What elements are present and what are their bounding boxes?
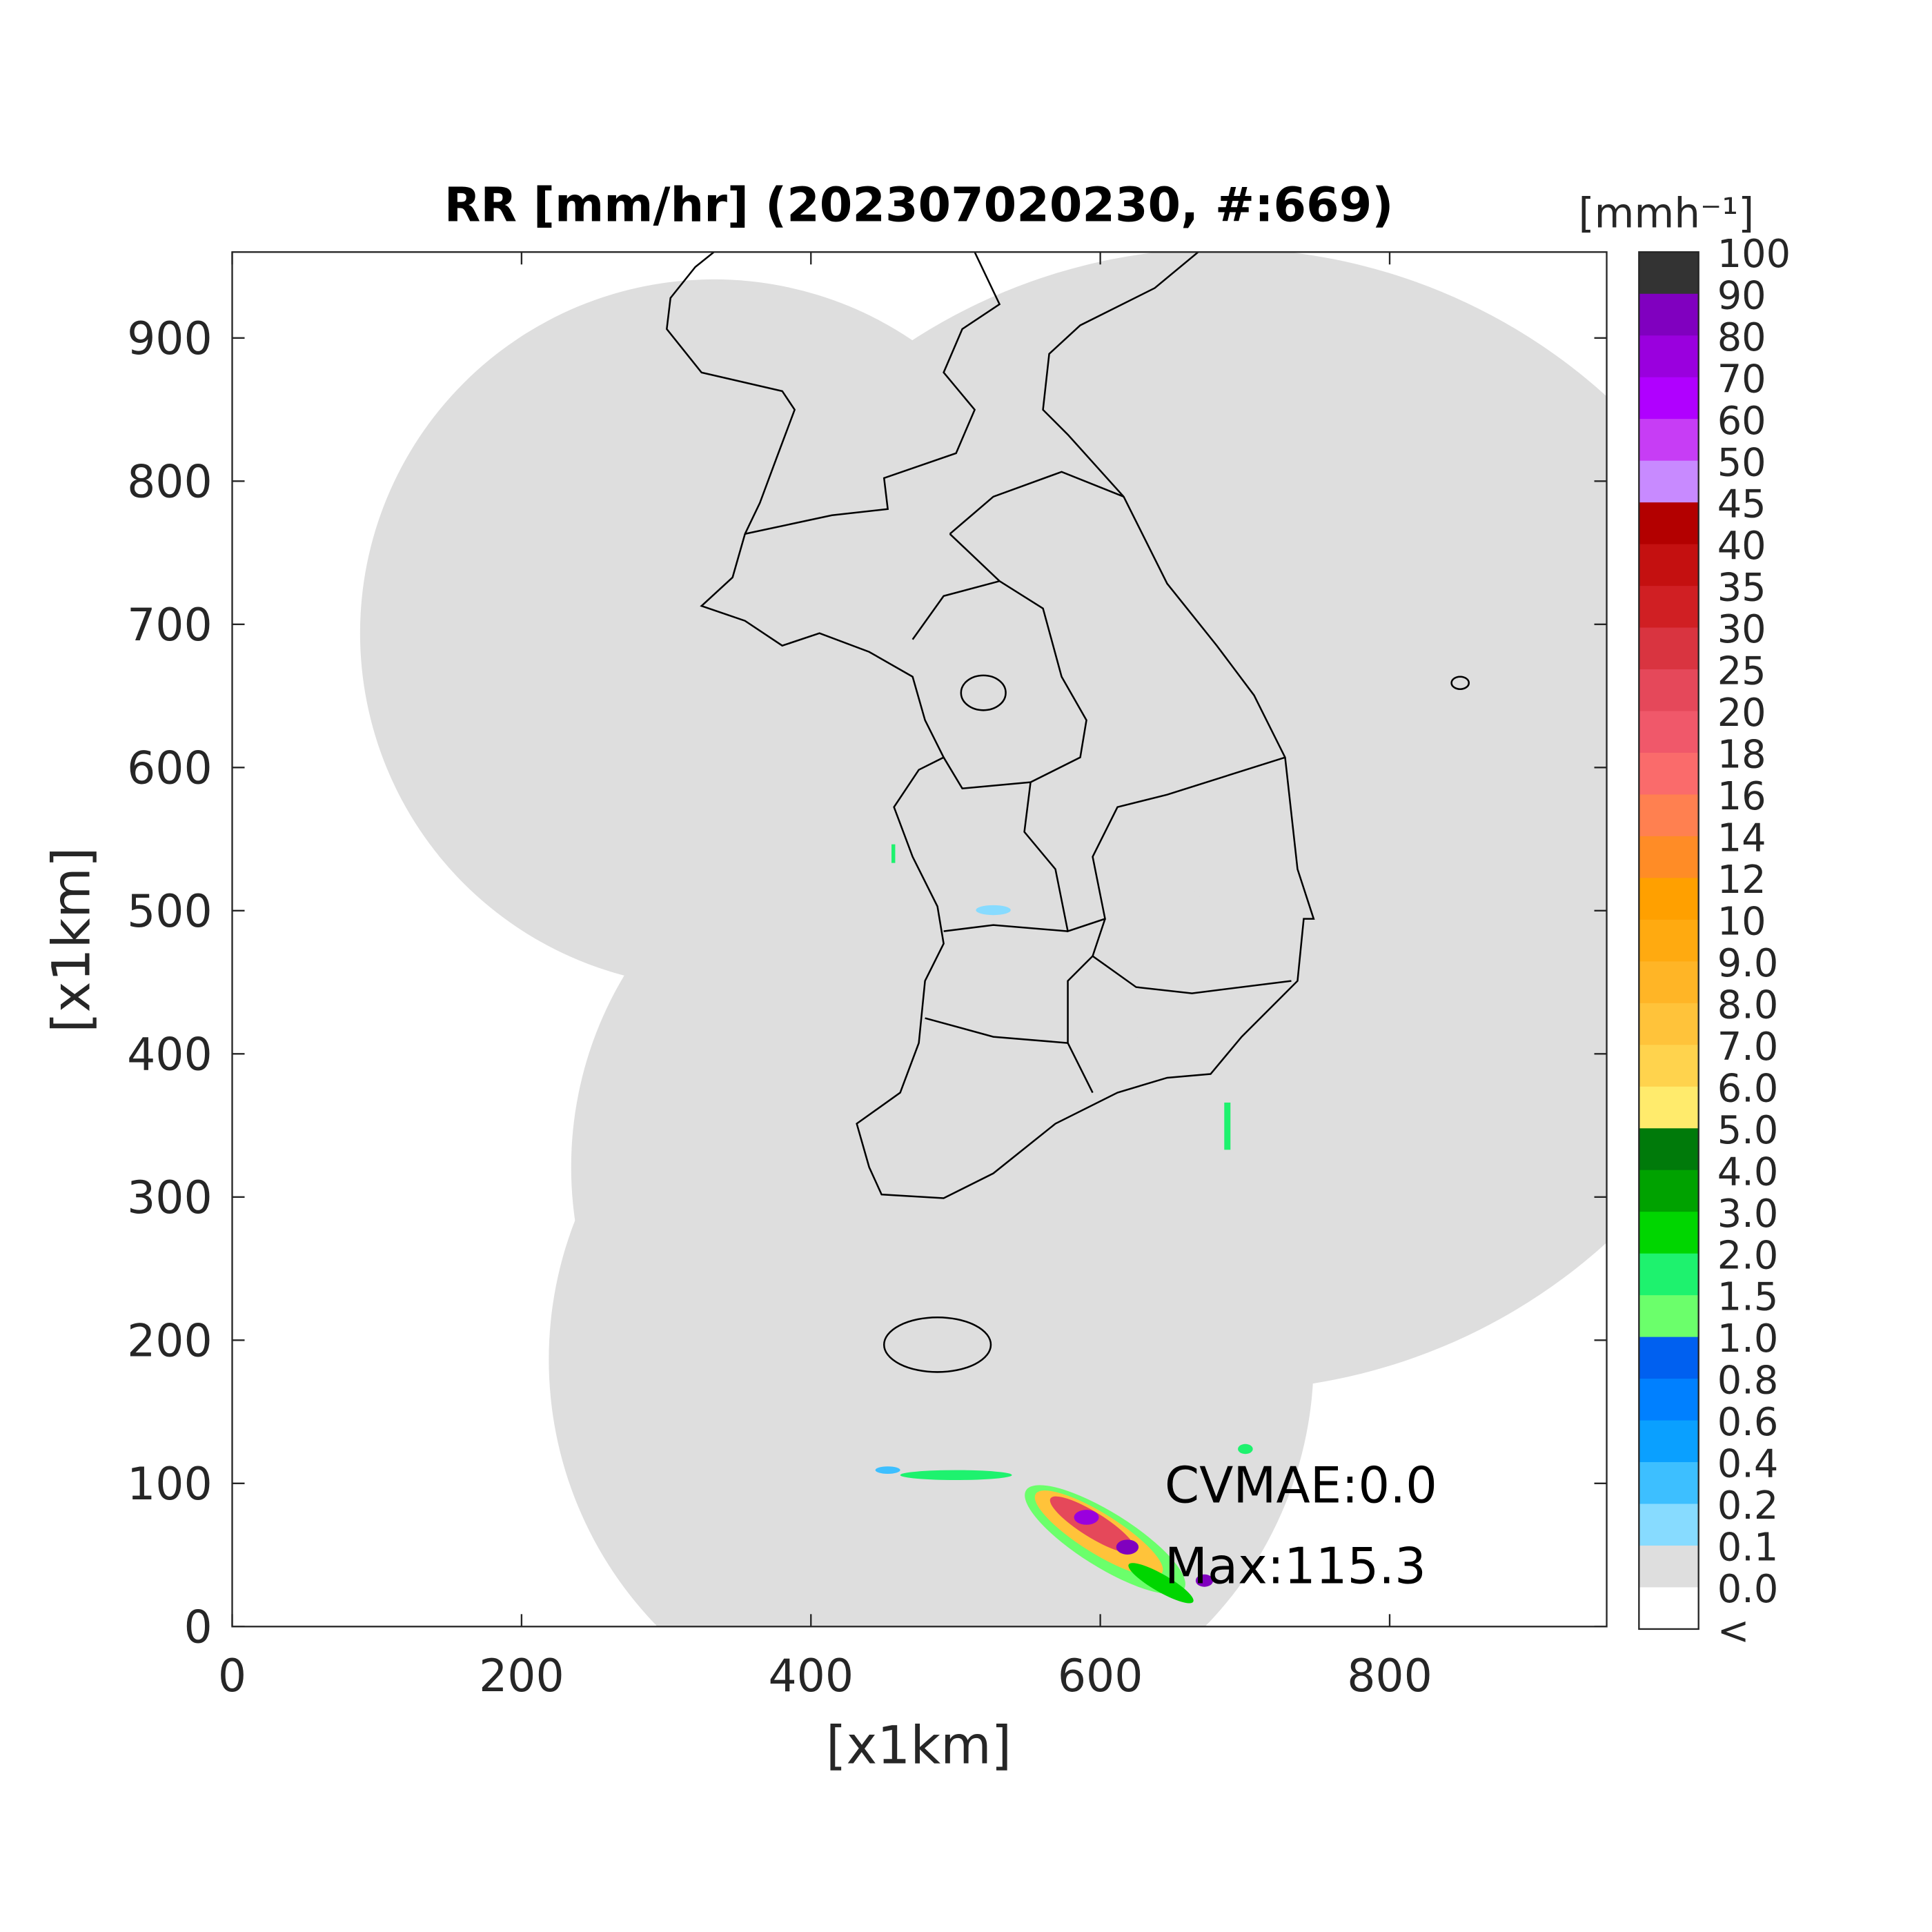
colorbar-segment <box>1639 1545 1699 1588</box>
colorbar-tick-label: 8.0 <box>1717 983 1779 1027</box>
x-tick-label: 400 <box>768 1650 854 1702</box>
y-tick-label: 700 <box>127 600 213 651</box>
y-tick-label: 100 <box>127 1459 213 1510</box>
colorbar-under-label: < <box>1717 1609 1750 1654</box>
y-tick-label: 800 <box>127 457 213 509</box>
colorbar-tick-label: 20 <box>1717 691 1766 736</box>
colorbar-tick-label: 18 <box>1717 733 1766 778</box>
colorbar-tick-label: 2.0 <box>1717 1233 1779 1278</box>
colorbar-tick-label: 45 <box>1717 482 1766 527</box>
colorbar-segment <box>1639 1337 1699 1379</box>
colorbar-frame <box>1638 251 1699 1630</box>
colorbar-segment <box>1639 335 1699 378</box>
colorbar-tick-label: 90 <box>1717 273 1766 318</box>
colorbar-segment <box>1639 1253 1699 1297</box>
x-axis-label: [x1km] <box>826 1715 1012 1775</box>
colorbar-tick-label: 0.4 <box>1717 1442 1779 1487</box>
y-tick-label: 300 <box>127 1172 213 1224</box>
y-tick-label: 400 <box>127 1029 213 1081</box>
colorbar-segment <box>1639 752 1699 796</box>
y-axis-label: [x1km] <box>41 847 102 1033</box>
annotation: Max:115.3 <box>1165 1537 1426 1595</box>
colorbar-segment <box>1639 1003 1699 1046</box>
colorbar-segment <box>1639 252 1699 295</box>
colorbar-segment <box>1639 669 1699 712</box>
colorbar-tick-label: 12 <box>1717 858 1766 903</box>
colorbar-tick-label: 30 <box>1717 607 1766 652</box>
colorbar-segment <box>1639 711 1699 753</box>
y-tick-label: 600 <box>127 743 213 795</box>
colorbar-tick-label: 70 <box>1717 357 1766 402</box>
colorbar-segment <box>1639 502 1699 545</box>
annotation: CVMAE:0.0 <box>1165 1456 1437 1514</box>
colorbar-label: [mmh⁻¹] <box>1579 190 1755 237</box>
colorbar-segment <box>1639 293 1699 337</box>
plot-frame <box>231 251 1608 1628</box>
colorbar-segment <box>1639 544 1699 586</box>
coastline <box>666 252 1470 1373</box>
colorbar-tick-label: 5.0 <box>1717 1108 1779 1153</box>
colorbar-tick-label: 16 <box>1717 774 1766 819</box>
colorbar-segment <box>1639 1212 1699 1254</box>
colorbar-segment <box>1639 419 1699 462</box>
colorbar-segment <box>1639 1420 1699 1463</box>
colorbar-segment <box>1639 919 1699 963</box>
x-tick-label: 200 <box>479 1650 564 1702</box>
y-tick-label: 0 <box>184 1602 212 1654</box>
x-tick-label: 600 <box>1058 1650 1143 1702</box>
colorbar-segment <box>1639 1504 1699 1546</box>
colorbar-segment <box>1639 1170 1699 1213</box>
radar-coverage <box>359 252 1607 1627</box>
colorbar-segment <box>1639 961 1699 1004</box>
y-tick-label: 900 <box>127 313 213 365</box>
colorbar-segment <box>1639 627 1699 670</box>
colorbar-segment <box>1639 1045 1699 1087</box>
colorbar-tick-label: 25 <box>1717 649 1766 694</box>
colorbar-segment <box>1639 878 1699 920</box>
colorbar-tick-label: 60 <box>1717 399 1766 444</box>
colorbar-tick-label: 0.0 <box>1717 1567 1779 1612</box>
map-layer <box>359 252 1607 1627</box>
colorbar-tick-label: 14 <box>1717 816 1766 861</box>
x-tick-label: 0 <box>218 1650 246 1702</box>
colorbar-tick-label: 0.6 <box>1717 1400 1779 1445</box>
precipitation <box>875 844 1253 1604</box>
colorbar-tick-label: 10 <box>1717 899 1766 944</box>
colorbar-tick-label: 50 <box>1717 440 1766 485</box>
colorbar-segment <box>1639 836 1699 879</box>
y-tick-label: 200 <box>127 1316 213 1368</box>
colorbar-segment <box>1639 794 1699 837</box>
colorbar-tick-label: 0.1 <box>1717 1526 1779 1570</box>
colorbar-tick-label: 80 <box>1717 315 1766 360</box>
colorbar-tick-label: 0.8 <box>1717 1359 1779 1403</box>
colorbar-segment <box>1639 377 1699 420</box>
colorbar-tick-label: 7.0 <box>1717 1025 1779 1070</box>
colorbar-segment <box>1639 586 1699 629</box>
colorbar-tick-label: 35 <box>1717 566 1766 611</box>
colorbar-tick-label: 4.0 <box>1717 1150 1779 1194</box>
colorbar-segment <box>1639 1379 1699 1421</box>
colorbar-segment <box>1639 1587 1699 1630</box>
colorbar-segment <box>1639 1128 1699 1171</box>
colorbar-tick-label: 3.0 <box>1717 1192 1779 1236</box>
colorbar-tick-label: 100 <box>1717 232 1791 277</box>
colorbar-segment <box>1639 1086 1699 1130</box>
colorbar-segment <box>1639 1295 1699 1338</box>
colorbar-tick-label: 40 <box>1717 524 1766 569</box>
colorbar-tick-label: 0.2 <box>1717 1483 1779 1528</box>
y-tick-label: 500 <box>127 886 213 938</box>
x-tick-label: 800 <box>1347 1650 1432 1702</box>
colorbar-tick-label: 6.0 <box>1717 1066 1779 1111</box>
colorbar-tick-label: 1.0 <box>1717 1317 1779 1361</box>
colorbar-tick-label: 1.5 <box>1717 1275 1779 1320</box>
colorbar-segment <box>1639 460 1699 504</box>
chart-title: RR [mm/hr] (202307020230, #:669) <box>444 178 1394 233</box>
colorbar-tick-label: 9.0 <box>1717 941 1779 986</box>
colorbar-segment <box>1639 1462 1699 1505</box>
